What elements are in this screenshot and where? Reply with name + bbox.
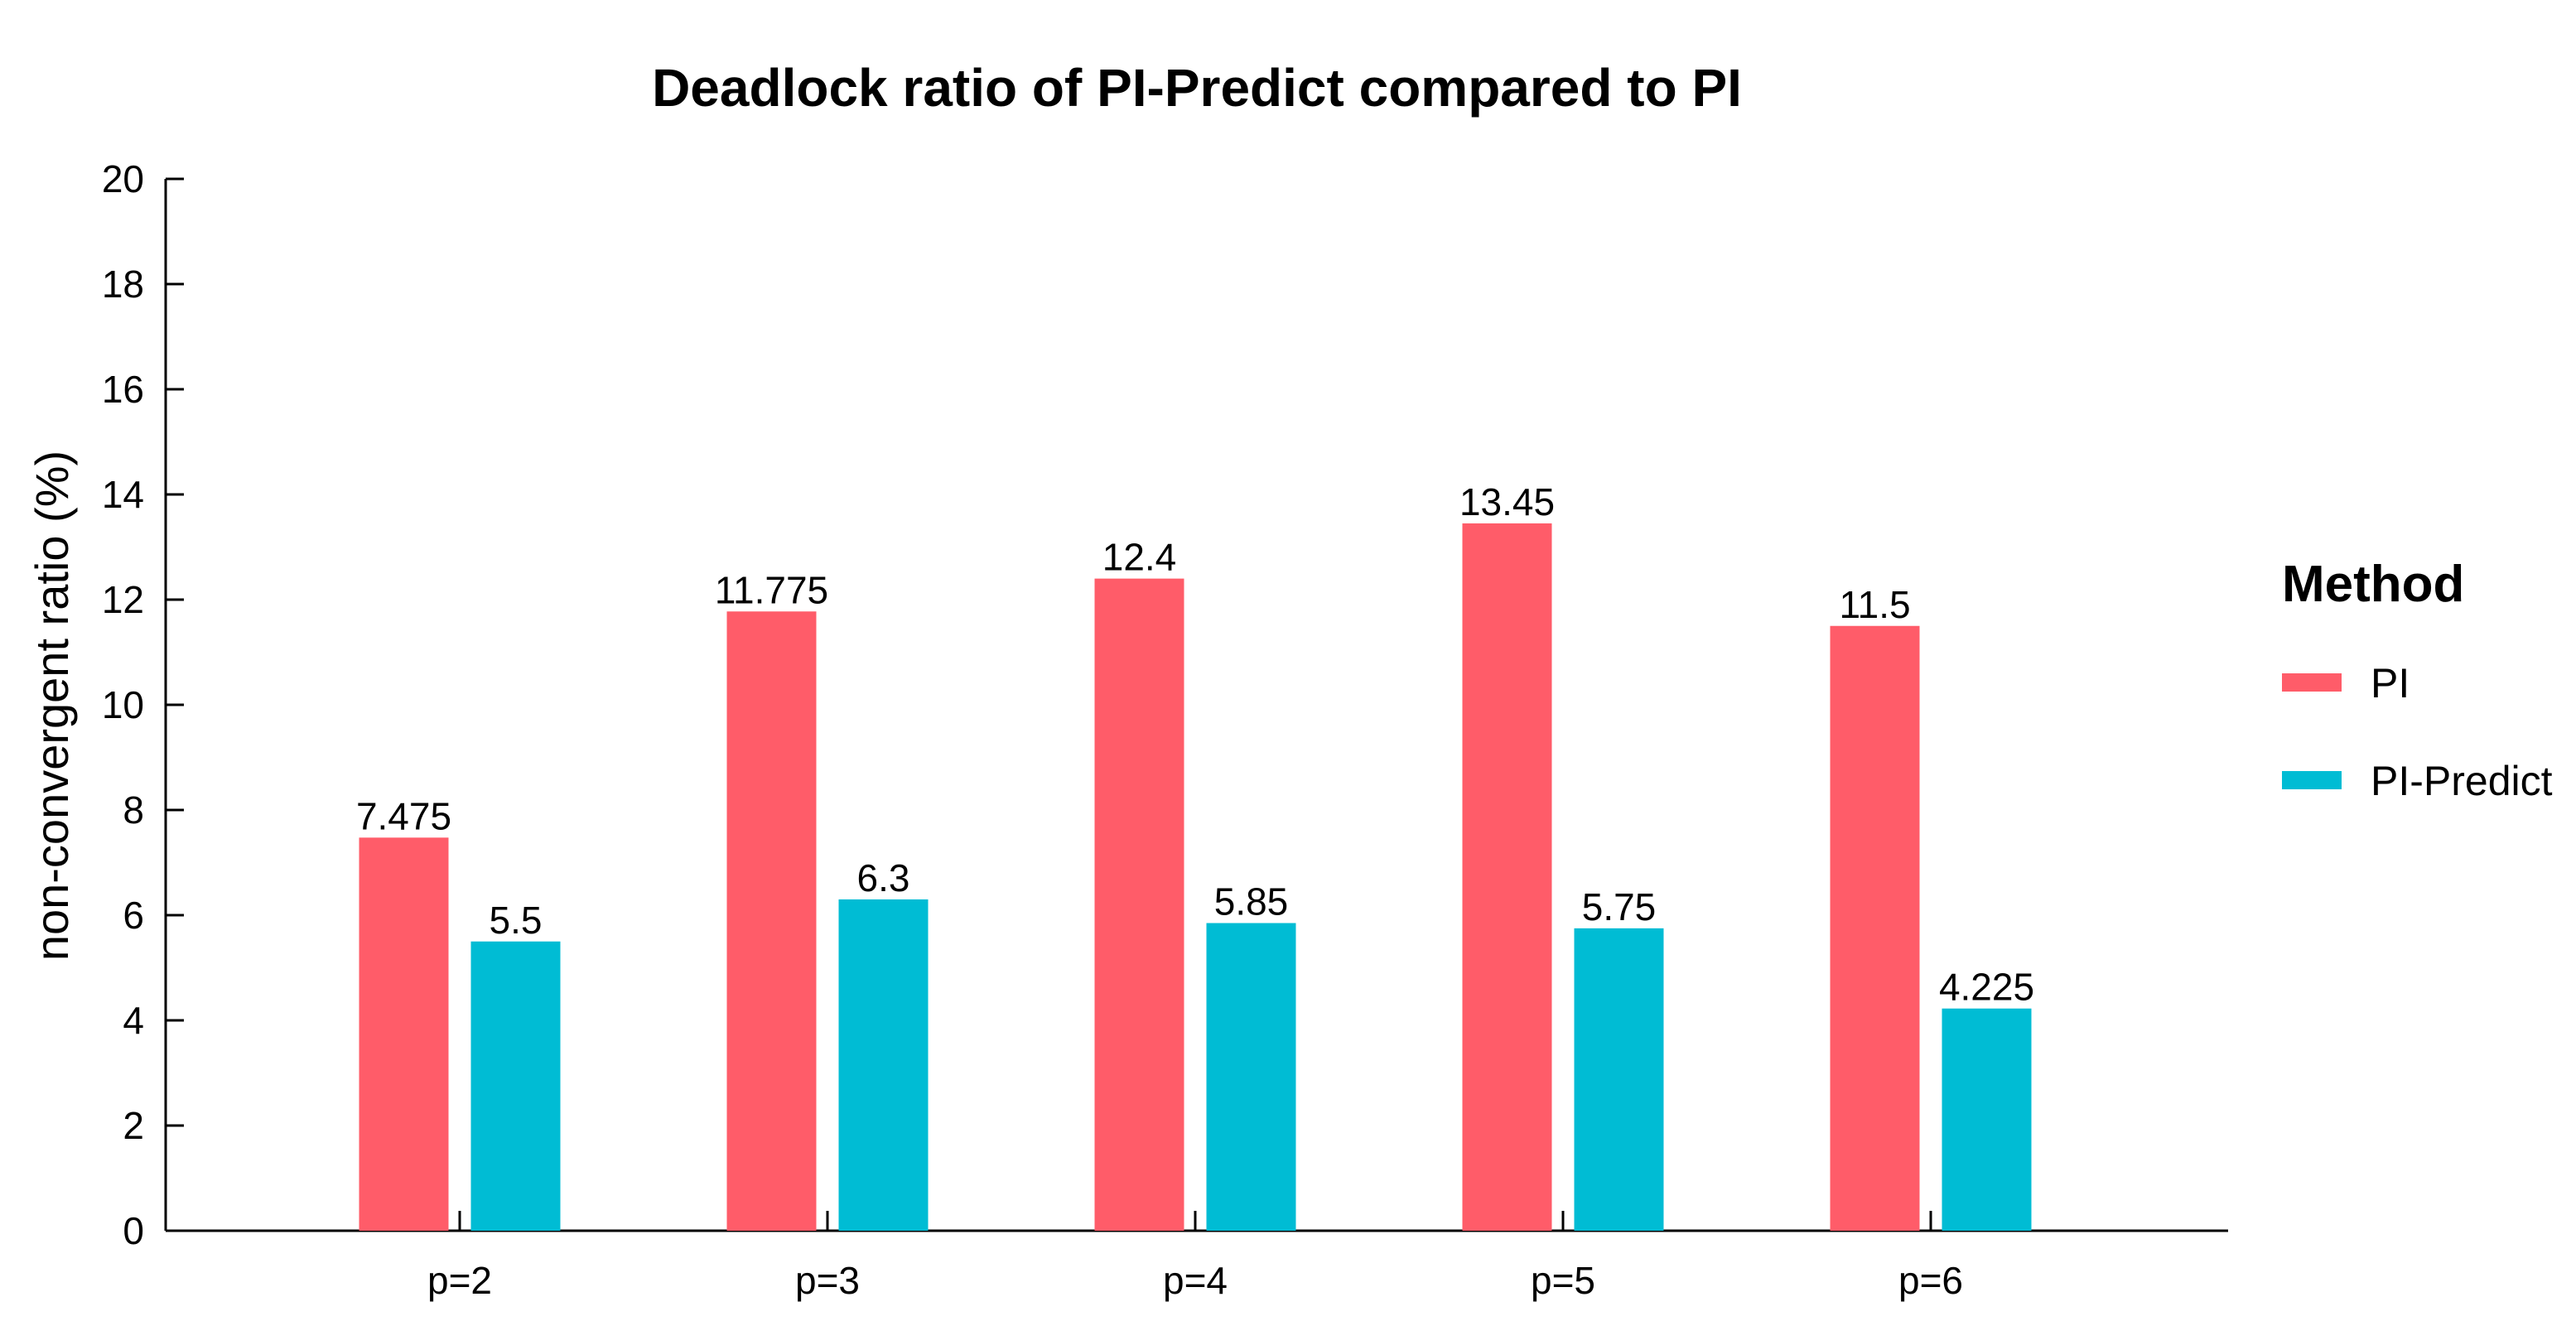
data-label: 5.5: [490, 899, 543, 942]
y-tick-label: 14: [102, 473, 144, 516]
data-label: 11.775: [715, 568, 828, 611]
y-tick-label: 10: [102, 683, 144, 726]
data-label: 4.225: [1939, 966, 2034, 1009]
y-tick-label: 18: [102, 263, 144, 306]
bar-pi-p4: [1094, 578, 1184, 1231]
legend-label: PI-Predict: [2371, 758, 2553, 804]
bar-pi-predict-p4: [1206, 923, 1296, 1231]
legend-title: Method: [2282, 556, 2464, 613]
plot-area: 0 2 4 6 8 10 12 14 16 18 20 7.475 5.5 p=2 11.775 6.3 p=3…: [102, 157, 2228, 1302]
x-tick-label: p=6: [1898, 1259, 1963, 1302]
bar-pi-p2: [359, 837, 449, 1231]
legend-swatch-pi: [2282, 673, 2342, 692]
bar-pi-p3: [726, 611, 817, 1231]
bar-pi-predict-p6: [1942, 1008, 2032, 1231]
data-label: 5.75: [1582, 885, 1657, 928]
y-axis-label: non-convergent ratio (%): [26, 451, 78, 961]
y-tick-label: 8: [123, 788, 144, 832]
bar-pi-predict-p5: [1574, 928, 1664, 1231]
y-tick-label: 12: [102, 578, 144, 621]
y-tick-label: 4: [123, 999, 144, 1042]
legend-label: PI: [2371, 660, 2410, 706]
y-tick-label: 0: [123, 1209, 144, 1252]
bar-pi-predict-p2: [470, 941, 561, 1231]
data-label: 13.45: [1459, 480, 1555, 523]
y-tick-label: 2: [123, 1104, 144, 1147]
data-label: 7.475: [356, 794, 451, 837]
x-tick-label: p=5: [1531, 1259, 1595, 1302]
x-tick-label: p=2: [427, 1259, 492, 1302]
y-tick-label: 20: [102, 157, 144, 200]
x-tick-label: p=4: [1163, 1259, 1228, 1302]
data-label: 12.4: [1102, 536, 1177, 579]
data-label: 5.85: [1214, 880, 1289, 923]
chart-title: Deadlock ratio of PI-Predict compared to…: [652, 58, 1742, 118]
y-tick-label: 6: [123, 894, 144, 937]
legend: Method PI PI-Predict: [2282, 556, 2553, 804]
bar-pi-p5: [1462, 523, 1552, 1231]
data-label: 11.5: [1839, 583, 1910, 626]
y-tick-label: 16: [102, 368, 144, 411]
legend-swatch-pi-predict: [2282, 771, 2342, 789]
data-label: 6.3: [857, 856, 910, 899]
bar-pi-predict-p3: [838, 899, 929, 1231]
x-tick-label: p=3: [795, 1259, 860, 1302]
bar-pi-p6: [1830, 625, 1920, 1231]
